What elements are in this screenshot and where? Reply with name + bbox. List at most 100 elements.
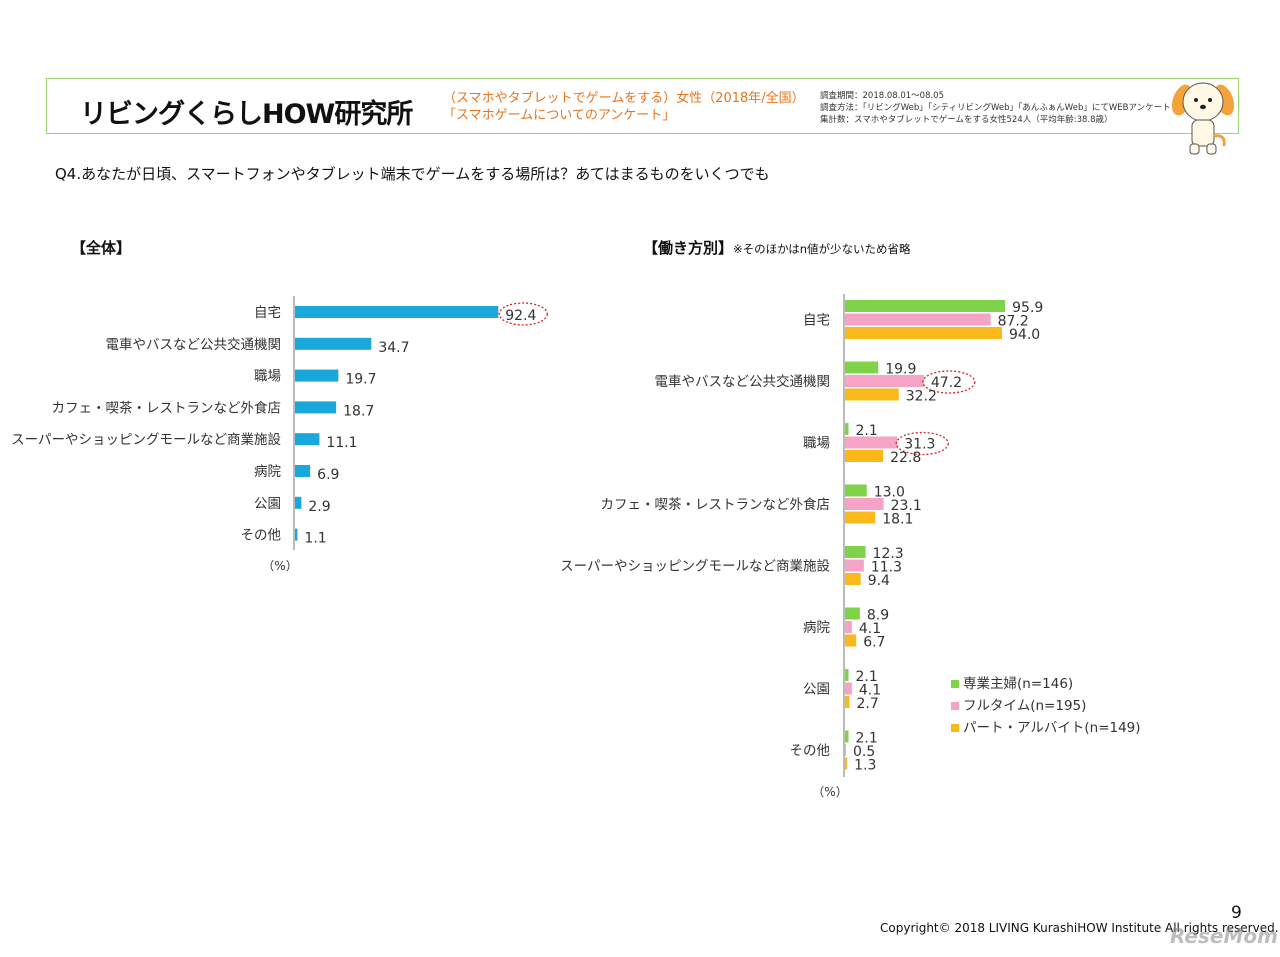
survey-count: 集計数：スマホやタブレットでゲームをする女性524人（平均年齢:38.8歳） bbox=[820, 115, 1113, 125]
chart-legend: 専業主婦(n=146) フルタイム(n=195) パート・アルバイト(n=149… bbox=[951, 673, 1141, 739]
right-bar-5-2 bbox=[845, 634, 857, 647]
legend-label-parttime: パート・アルバイト(n=149) bbox=[963, 720, 1141, 736]
right-value-label-5-0: 8.9 bbox=[867, 608, 889, 624]
section-title-workstyle: 【働き方別】※そのほかはn値が少ないため省略 bbox=[643, 237, 910, 258]
left-bar-4 bbox=[295, 433, 320, 446]
right-value-label-5-1: 4.1 bbox=[859, 621, 881, 637]
left-value-label-1: 34.7 bbox=[378, 340, 409, 356]
survey-title: （スマホやタブレットでゲームをする）女性（2018年/全国） 「スマホゲームにつ… bbox=[443, 90, 805, 124]
logo: リビングくらしHOW研究所 bbox=[80, 99, 413, 130]
right-bar-3-0 bbox=[845, 484, 867, 497]
right-value-label-5-2: 6.7 bbox=[863, 635, 885, 651]
right-value-label-2-0: 2.1 bbox=[856, 423, 878, 439]
left-bar-1 bbox=[295, 337, 372, 350]
right-category-label-1: 電車やバスなど公共交通機関 bbox=[655, 373, 831, 390]
left-bar-2 bbox=[295, 369, 339, 382]
right-category-label-4: スーパーやショッピングモールなど商業施設 bbox=[560, 559, 830, 575]
left-unit-label: （%） bbox=[262, 559, 297, 573]
right-value-label-0-0: 95.9 bbox=[1012, 300, 1043, 316]
right-bar-6-2 bbox=[845, 696, 850, 708]
question-text: Q4.あなたが日頃、スマートフォンやタブレット端末でゲームをする場所は？あてはま… bbox=[55, 165, 770, 183]
left-value-label-3: 18.7 bbox=[343, 403, 374, 419]
right-bar-2-1 bbox=[845, 436, 898, 449]
legend-swatch-parttime bbox=[951, 724, 959, 732]
survey-title-line1: （スマホやタブレットでゲームをする）女性（2018年/全国） bbox=[443, 91, 805, 106]
right-bar-0-1 bbox=[845, 313, 991, 326]
right-highlight-ring-1-1 bbox=[922, 370, 976, 394]
right-bar-0-0 bbox=[845, 300, 1006, 312]
left-category-label-6: 公園 bbox=[254, 496, 281, 512]
right-value-label-4-2: 9.4 bbox=[868, 573, 890, 589]
right-category-label-0: 自宅 bbox=[803, 313, 830, 329]
watermark-logo: ReseMom bbox=[1170, 924, 1278, 948]
left-category-label-4: スーパーやショッピングモールなど商業施設 bbox=[11, 432, 281, 448]
legend-item-fulltime: フルタイム(n=195) bbox=[951, 695, 1141, 717]
right-category-label-7: その他 bbox=[790, 743, 831, 759]
right-bar-4-0 bbox=[845, 546, 866, 558]
left-category-label-7: その他 bbox=[241, 528, 282, 544]
legend-label-housewife: 専業主婦(n=146) bbox=[963, 676, 1074, 692]
left-value-label-0: 92.4 bbox=[505, 308, 536, 324]
right-value-label-3-1: 23.1 bbox=[891, 498, 922, 514]
legend-label-fulltime: フルタイム(n=195) bbox=[963, 698, 1087, 714]
right-bar-1-2 bbox=[845, 388, 899, 401]
left-value-label-2: 19.7 bbox=[345, 372, 376, 388]
right-value-label-7-1: 0.5 bbox=[853, 744, 875, 760]
left-bar-6 bbox=[295, 496, 302, 509]
right-bar-1-0 bbox=[845, 361, 879, 374]
right-value-label-6-2: 2.7 bbox=[857, 696, 879, 712]
left-value-label-7: 1.1 bbox=[304, 531, 326, 547]
left-value-label-4: 11.1 bbox=[326, 435, 357, 451]
right-highlight-ring-2-1 bbox=[895, 431, 949, 456]
right-bar-7-2 bbox=[845, 757, 848, 770]
right-bar-7-1 bbox=[845, 744, 846, 756]
right-bar-4-2 bbox=[845, 573, 861, 585]
right-bar-6-1 bbox=[845, 682, 852, 695]
right-value-label-1-2: 32.2 bbox=[906, 389, 937, 405]
left-bar-3 bbox=[295, 401, 337, 414]
right-category-label-6: 公園 bbox=[803, 682, 830, 698]
right-value-label-7-2: 1.3 bbox=[854, 758, 876, 774]
right-category-label-2: 職場 bbox=[803, 436, 830, 452]
section-note: ※そのほかはn値が少ないため省略 bbox=[733, 242, 911, 256]
mascot-dog-icon bbox=[1171, 82, 1235, 155]
left-category-label-1: 電車やバスなど公共交通機関 bbox=[106, 336, 282, 353]
right-unit-label: （%） bbox=[812, 785, 847, 799]
right-bar-5-0 bbox=[845, 607, 860, 620]
left-bar-5 bbox=[295, 465, 311, 477]
section-title-workstyle-label: 【働き方別】 bbox=[643, 239, 734, 257]
legend-swatch-fulltime bbox=[951, 702, 959, 710]
right-value-label-3-2: 18.1 bbox=[882, 512, 913, 528]
survey-info: 調査期間：2018.08.01～08.05 調査方法：「リビングWeb」「シティ… bbox=[820, 90, 1171, 126]
right-bar-0-2 bbox=[845, 327, 1002, 339]
section-title-overall: 【全体】 bbox=[71, 239, 132, 257]
left-bar-0 bbox=[295, 306, 499, 318]
copyright: Copyright© 2018 LIVING KurashiHOW Instit… bbox=[880, 921, 1279, 935]
right-bar-3-2 bbox=[845, 511, 876, 524]
left-category-label-0: 自宅 bbox=[254, 305, 281, 321]
right-category-label-5: 病院 bbox=[803, 620, 831, 636]
right-bar-6-0 bbox=[845, 669, 849, 681]
left-highlight-ring-0 bbox=[498, 302, 548, 326]
right-value-label-6-1: 4.1 bbox=[859, 683, 881, 699]
right-value-label-1-0: 19.9 bbox=[885, 362, 916, 378]
legend-item-housewife: 専業主婦(n=146) bbox=[951, 673, 1141, 695]
right-value-label-1-1: 47.2 bbox=[931, 375, 962, 391]
right-bar-2-2 bbox=[845, 450, 884, 462]
right-bar-7-0 bbox=[845, 730, 849, 743]
right-value-label-6-0: 2.1 bbox=[856, 669, 878, 685]
right-value-label-4-1: 11.3 bbox=[871, 560, 902, 576]
right-bar-3-1 bbox=[845, 498, 884, 510]
legend-item-parttime: パート・アルバイト(n=149) bbox=[951, 717, 1141, 739]
right-value-label-7-0: 2.1 bbox=[856, 731, 878, 747]
left-category-label-2: 職場 bbox=[254, 369, 281, 385]
left-category-label-5: 病院 bbox=[254, 464, 281, 480]
right-value-label-2-2: 22.8 bbox=[890, 450, 921, 466]
right-value-label-0-2: 94.0 bbox=[1009, 327, 1040, 343]
left-value-label-5: 6.9 bbox=[317, 467, 339, 483]
page-number: 9 bbox=[1231, 903, 1242, 923]
right-bar-2-0 bbox=[845, 423, 849, 435]
legend-swatch-housewife bbox=[951, 680, 959, 688]
right-value-label-3-0: 13.0 bbox=[874, 485, 905, 501]
right-value-label-4-0: 12.3 bbox=[873, 546, 904, 562]
